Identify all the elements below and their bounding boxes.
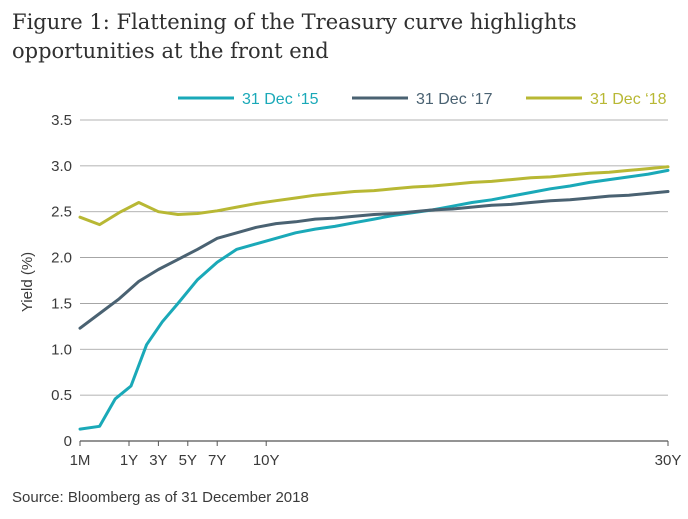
x-axis-ticks: 1M 1Y 3Y 5Y 7Y 10Y 30Y	[70, 441, 682, 469]
x-tick-label: 30Y	[655, 452, 682, 469]
x-tick-label: 7Y	[208, 452, 226, 469]
y-tick-label: 3.0	[51, 158, 72, 175]
y-tick-label: 2.5	[51, 204, 72, 221]
y-tick-label: 0	[64, 433, 72, 450]
chart-title: Figure 1: Flattening of the Treasury cur…	[12, 10, 577, 63]
series-lines	[78, 165, 670, 431]
legend-label-1: 31 Dec ‘17	[416, 91, 493, 108]
y-axis-label: Yield (%)	[19, 252, 36, 312]
legend: 31 Dec ‘15 31 Dec ‘17 31 Dec ‘18	[178, 91, 667, 108]
series-line-2	[78, 165, 670, 227]
x-tick-label: 3Y	[149, 452, 167, 469]
gridlines	[80, 119, 668, 442]
y-axis-ticks: 0 0.5 1.0 1.5 2.0 2.5 3.0 3.5	[51, 112, 72, 450]
legend-label-0: 31 Dec ‘15	[242, 91, 319, 108]
series-line-0	[78, 168, 670, 431]
x-tick-label: 1Y	[120, 452, 138, 469]
series-line-1	[78, 190, 670, 330]
x-tick-label: 5Y	[179, 452, 197, 469]
x-tick-label: 10Y	[253, 452, 280, 469]
x-tick-label: 1M	[70, 452, 91, 469]
y-tick-label: 1.5	[51, 295, 72, 312]
y-tick-label: 0.5	[51, 387, 72, 404]
y-tick-label: 2.0	[51, 250, 72, 267]
y-tick-label: 3.5	[51, 112, 72, 129]
y-tick-label: 1.0	[51, 341, 72, 358]
source-note: Source: Bloomberg as of 31 December 2018	[12, 489, 309, 506]
legend-label-2: 31 Dec ‘18	[590, 91, 667, 108]
